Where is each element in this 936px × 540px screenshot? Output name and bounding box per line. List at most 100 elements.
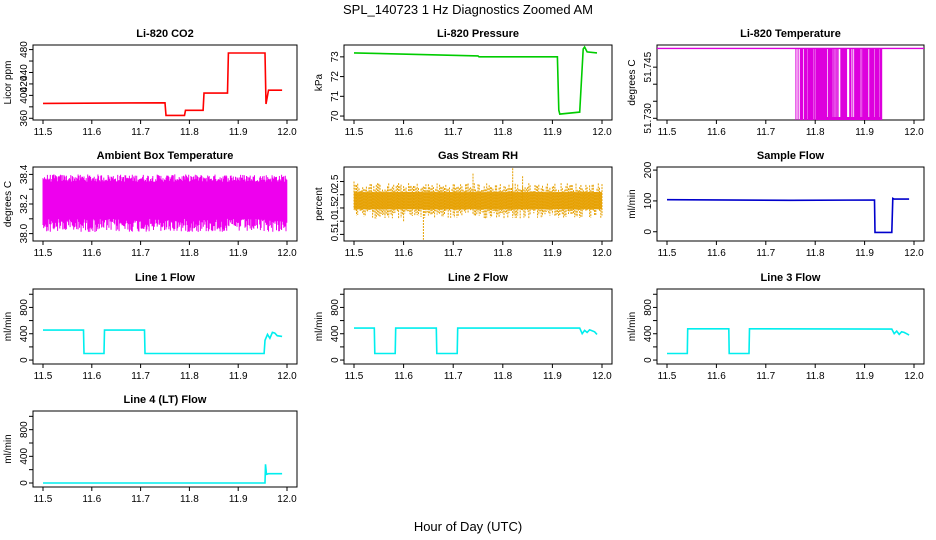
- y-axis-label: kPa: [314, 73, 325, 91]
- x-tick-label: 11.9: [229, 494, 248, 505]
- x-tick-label: 11.9: [855, 371, 874, 382]
- y-tick-label: 0: [330, 357, 341, 363]
- x-tick-label: 11.5: [34, 494, 53, 505]
- x-tick-label: 11.8: [493, 371, 512, 382]
- x-tick-label: 11.6: [82, 127, 101, 138]
- y-axis-label: ml/min: [3, 312, 14, 341]
- y-tick-label: 480: [19, 41, 30, 58]
- panel-8: Line 2 Flow 11.5 11.6 11.7 11.8 11.9 12.0 0 400 8…: [314, 272, 612, 382]
- y-tick-label: 440: [19, 64, 30, 81]
- y-tick-label: 72: [330, 71, 341, 83]
- y-axis-label: percent: [314, 187, 325, 221]
- x-tick-label: 12.0: [904, 371, 924, 382]
- y-tick-label: 800: [330, 299, 341, 316]
- x-tick-label: 11.8: [180, 127, 199, 138]
- x-tick-label: 11.7: [756, 248, 775, 259]
- x-tick-label: 11.8: [493, 248, 512, 259]
- x-tick-label: 12.0: [277, 371, 297, 382]
- y-tick-label: 71: [330, 90, 341, 102]
- x-tick-label: 12.0: [277, 494, 297, 505]
- y-tick-label: 38.4: [19, 164, 30, 184]
- x-tick-label: 11.5: [34, 248, 53, 259]
- y-axis-label: Licor ppm: [3, 61, 14, 105]
- panels: Li-820 CO211.5 11.6 11.7 11.8 11.9 12.0360400…: [3, 28, 924, 505]
- data-layer: [667, 198, 909, 232]
- x-tick-label: 11.7: [131, 248, 150, 259]
- x-tick-label: 11.7: [444, 127, 463, 138]
- y-axis-label: ml/min: [627, 312, 638, 341]
- panel-3: Li-820 Temperature 11.5 11.6 11.7 11.8 11.9 12…: [627, 28, 924, 138]
- x-tick-label: 11.7: [131, 127, 150, 138]
- panel-title: Line 4 (LT) Flow: [124, 394, 207, 406]
- x-tick-label: 11.5: [658, 371, 677, 382]
- x-tick-label: 11.5: [658, 127, 677, 138]
- panel-title: Li-820 Temperature: [740, 28, 841, 40]
- series-line: [667, 198, 909, 232]
- x-tick-label: 11.5: [345, 371, 364, 382]
- y-axis-label: degrees C: [3, 181, 14, 227]
- x-tick-label: 11.6: [82, 494, 101, 505]
- panel-title: Line 2 Flow: [448, 272, 508, 284]
- series-line: [43, 464, 282, 483]
- panel-5: Gas Stream RH11.5 11.6 11.7 11.8 11.9 12.00.5…: [314, 150, 612, 259]
- x-tick-label: 11.9: [543, 248, 562, 259]
- panel-9: Line 3 Flow 11.5 11.6 11.7 11.8 11.9 12.0 0 400 8…: [627, 272, 924, 382]
- y-axis-label: degrees C: [627, 59, 638, 105]
- data-layer: [354, 47, 597, 114]
- x-tick-label: 11.5: [345, 127, 364, 138]
- x-tick-label: 12.0: [277, 248, 297, 259]
- y-tick-label: 38.2: [19, 194, 30, 214]
- panel-title: Line 3 Flow: [761, 272, 821, 284]
- x-tick-label: 11.6: [707, 127, 726, 138]
- x-tick-label: 11.6: [82, 248, 101, 259]
- y-tick-label: 360: [19, 110, 30, 127]
- y-tick-label: 0: [19, 357, 30, 363]
- y-tick-label: 73: [330, 51, 341, 63]
- series-line: [354, 47, 597, 114]
- panel-title: Line 1 Flow: [135, 272, 195, 284]
- y-tick-label: 2.0: [330, 187, 341, 201]
- panel-1: Li-820 CO211.5 11.6 11.7 11.8 11.9 12.0360400…: [3, 28, 297, 138]
- x-tick-label: 11.6: [707, 371, 726, 382]
- x-tick-label: 11.7: [756, 127, 775, 138]
- data-layer: [667, 329, 909, 354]
- panel-2: Li-820 Pressure11.5 11.6 11.7 11.8 11.9 12.07…: [314, 28, 612, 138]
- plot-frame: [33, 411, 297, 487]
- x-axis-label: Hour of Day (UTC): [414, 519, 522, 534]
- x-tick-label: 11.5: [34, 127, 53, 138]
- y-tick-label: 200: [643, 161, 654, 178]
- x-tick-label: 11.6: [707, 248, 726, 259]
- plot-frame: [657, 289, 924, 364]
- series-line: [354, 328, 597, 353]
- panel-10: Line 4 (LT) Flow11.5 11.6 11.7 11.8 11.9 12.0…: [3, 394, 297, 505]
- y-tick-label: 400: [330, 325, 341, 342]
- y-axis-label: ml/min: [3, 434, 14, 463]
- y-tick-label: 800: [643, 299, 654, 316]
- plot-frame: [657, 45, 924, 120]
- y-tick-label: 100: [643, 192, 654, 209]
- y-tick-label: 51.745: [643, 51, 654, 82]
- y-tick-label: 1.5: [330, 201, 341, 215]
- x-tick-label: 11.6: [82, 371, 101, 382]
- x-tick-label: 11.8: [493, 127, 512, 138]
- panel-title: Li-820 Pressure: [437, 28, 519, 40]
- x-tick-label: 12.0: [592, 127, 612, 138]
- series-line: [667, 329, 909, 354]
- data-layer: [43, 464, 282, 483]
- series-line: [43, 53, 282, 115]
- y-tick-label: 38.0: [19, 223, 30, 243]
- y-tick-label: 51.730: [643, 103, 654, 134]
- x-tick-label: 11.9: [543, 127, 562, 138]
- data-layer: [43, 174, 287, 232]
- x-tick-label: 11.9: [543, 371, 562, 382]
- panel-4: Ambient Box Temperature 11.5 11.6 11.7 11.8 1…: [3, 150, 297, 259]
- x-tick-label: 11.9: [229, 248, 248, 259]
- y-tick-label: 400: [643, 325, 654, 342]
- data-layer: [43, 330, 282, 353]
- x-tick-label: 11.5: [345, 248, 364, 259]
- plot-frame: [657, 167, 924, 241]
- x-tick-label: 11.9: [229, 127, 248, 138]
- panel-title: Sample Flow: [757, 150, 825, 162]
- y-tick-label: 0: [643, 357, 654, 363]
- x-tick-label: 11.9: [229, 371, 248, 382]
